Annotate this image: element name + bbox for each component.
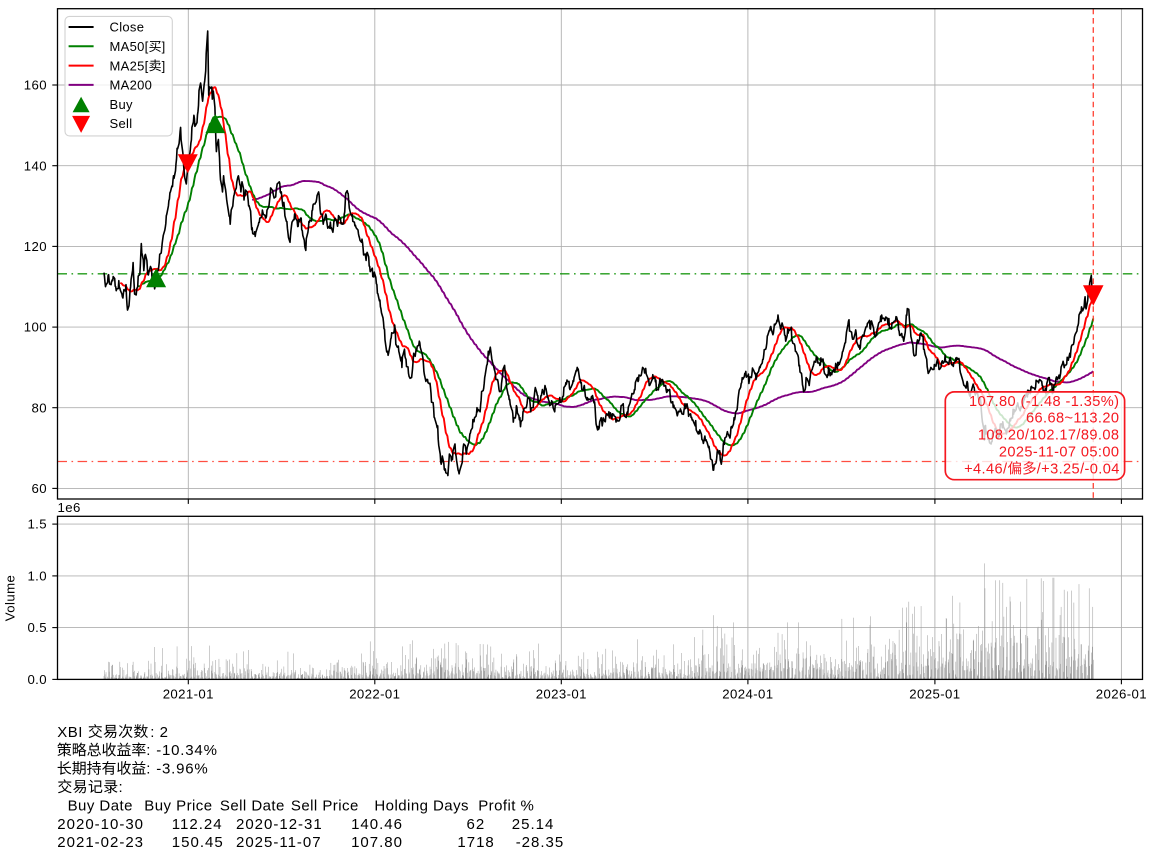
svg-text:2025-01: 2025-01 (909, 687, 960, 702)
svg-text:MA25[: MA25[ (110, 58, 149, 73)
svg-text:0.5: 0.5 (27, 620, 47, 635)
svg-text:Buy Price: Buy Price (144, 797, 212, 814)
svg-text:2020-10-30: 2020-10-30 (57, 816, 144, 833)
svg-text:1718: 1718 (457, 834, 494, 851)
svg-text:2022-01: 2022-01 (349, 687, 400, 702)
svg-text:Buy: Buy (110, 97, 134, 112)
svg-text:100: 100 (24, 320, 47, 335)
svg-text:Holding Days: Holding Days (374, 797, 469, 814)
svg-text::: : (119, 779, 124, 796)
svg-text:: -10.34%: : -10.34% (146, 742, 217, 759)
svg-text:107.80 (-1.48 -1.35%): 107.80 (-1.48 -1.35%) (969, 394, 1119, 410)
svg-text:1e6: 1e6 (58, 500, 81, 515)
svg-text:Buy Date: Buy Date (68, 797, 133, 814)
svg-text:60: 60 (32, 481, 47, 496)
svg-text:Volume: Volume (3, 575, 18, 621)
svg-text:2020-12-31: 2020-12-31 (236, 816, 323, 833)
svg-text:: 2: : 2 (150, 724, 168, 741)
svg-text:XBI: XBI (57, 724, 83, 741)
svg-text:2025-11-07: 2025-11-07 (236, 834, 322, 851)
svg-text:: -3.96%: : -3.96% (146, 761, 208, 778)
svg-text:2023-01: 2023-01 (536, 687, 587, 702)
svg-text:Sell Price: Sell Price (291, 797, 359, 814)
svg-text:66.68~113.20: 66.68~113.20 (1026, 411, 1119, 427)
svg-text:MA50[: MA50[ (110, 39, 149, 54)
svg-text:120: 120 (24, 239, 47, 254)
svg-text:2025-11-07 05:00: 2025-11-07 05:00 (999, 445, 1120, 461)
svg-text:]: ] (162, 58, 166, 73)
svg-text:0.0: 0.0 (27, 672, 47, 687)
svg-text:107.80: 107.80 (351, 834, 403, 851)
svg-text:Close: Close (110, 20, 145, 35)
svg-text:62: 62 (467, 816, 486, 833)
svg-text:2026-01: 2026-01 (1096, 687, 1147, 702)
svg-text:Sell Date: Sell Date (220, 797, 285, 814)
svg-text:2021-02-23: 2021-02-23 (57, 834, 144, 851)
svg-text:2024-01: 2024-01 (722, 687, 773, 702)
svg-text:140.46: 140.46 (351, 816, 403, 833)
svg-text:1.0: 1.0 (27, 569, 47, 584)
svg-text:1.5: 1.5 (27, 517, 47, 532)
svg-text:+4.46/: +4.46/ (964, 461, 1008, 477)
svg-text:140: 140 (24, 158, 47, 173)
svg-text:25.14: 25.14 (512, 816, 555, 833)
svg-text:/+3.25/-0.04: /+3.25/-0.04 (1037, 461, 1120, 477)
svg-text:150.45: 150.45 (172, 834, 224, 851)
svg-text:MA200: MA200 (110, 78, 153, 93)
svg-text:-28.35: -28.35 (516, 834, 565, 851)
svg-text:112.24: 112.24 (172, 816, 223, 833)
svg-text:Sell: Sell (110, 116, 133, 131)
svg-text:2021-01: 2021-01 (163, 687, 214, 702)
svg-text:108.20/102.17/89.08: 108.20/102.17/89.08 (978, 428, 1120, 444)
svg-text:80: 80 (32, 400, 47, 415)
svg-text:160: 160 (24, 78, 47, 93)
svg-text:]: ] (162, 39, 166, 54)
svg-text:Profit %: Profit % (478, 797, 534, 814)
